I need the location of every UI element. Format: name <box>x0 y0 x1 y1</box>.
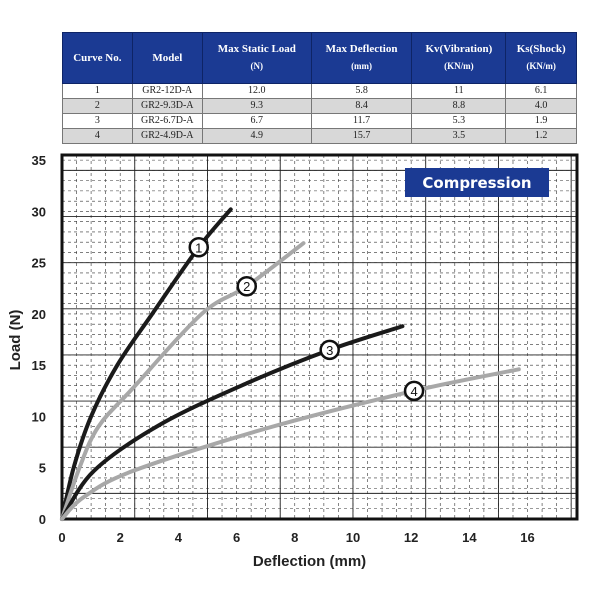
table-header-row: Curve No. Model Max Static Load (N) Max Defl… <box>62 32 577 84</box>
column-unit: (N) <box>250 61 264 71</box>
y-tick-label: 30 <box>32 204 46 219</box>
curve-1-label: 1 <box>195 240 202 255</box>
curve-2-marker <box>236 275 258 297</box>
spec-table: Curve No. Model Max Static Load (N) Max Defl… <box>62 32 577 144</box>
plot-frame <box>60 153 579 521</box>
table-row: 1 GR2-12D-A 12.0 5.8 11 6.1 <box>62 83 577 99</box>
table-cell: 4.9 <box>201 128 312 144</box>
x-tick-label: 2 <box>117 530 124 545</box>
y-tick-label: 25 <box>32 256 46 271</box>
column-header: Kv(Vibration) (KN/m) <box>411 32 507 84</box>
x-tick-label: 8 <box>291 530 298 545</box>
compression-badge-label: Compression <box>422 174 531 192</box>
x-tick-label: 6 <box>233 530 240 545</box>
column-header: Curve No. <box>62 32 133 84</box>
table-cell: 1.2 <box>505 128 577 144</box>
column-header: Max Deflection (mm) <box>310 32 413 84</box>
y-axis-label: Load (N) <box>7 310 24 371</box>
table-cell: 8.4 <box>310 98 413 114</box>
column-unit: (KN/m) <box>526 61 556 71</box>
compression-badge <box>405 168 549 197</box>
x-tick-label: 0 <box>58 530 65 545</box>
curve-4-label: 4 <box>410 384 417 399</box>
y-tick-label: 10 <box>32 409 46 424</box>
y-tick-label: 20 <box>32 307 46 322</box>
curve-3-marker <box>319 339 340 361</box>
table-cell: 9.3 <box>201 98 312 114</box>
table-cell: 4 <box>62 128 133 144</box>
x-tick-label: 4 <box>175 530 183 545</box>
column-header: Ks(Shock) (KN/m) <box>505 32 577 84</box>
table-cell: 15.7 <box>310 128 413 144</box>
table-cell: 3.5 <box>411 128 507 144</box>
column-unit: (KN/m) <box>444 61 474 71</box>
column-title: Model <box>152 51 183 64</box>
column-title: Curve No. <box>73 51 122 64</box>
column-title: Kv(Vibration) <box>425 43 493 55</box>
column-title: Max Static Load <box>217 43 296 55</box>
table-row: 4 GR2-4.9D-A 4.9 15.7 3.5 1.2 <box>62 128 577 144</box>
curve-3-label: 3 <box>326 343 333 358</box>
column-title: Max Deflection <box>325 43 398 55</box>
curve-4 <box>60 367 521 521</box>
y-tick-label: 35 <box>32 153 46 168</box>
column-title: Ks(Shock) <box>516 43 566 55</box>
curve-4-marker <box>403 380 425 402</box>
y-tick-label: 15 <box>32 358 46 373</box>
plot-area <box>62 155 577 519</box>
x-tick-label: 10 <box>346 530 360 545</box>
table-cell: GR2-4.9D-A <box>131 128 203 144</box>
column-unit: (mm) <box>351 61 373 71</box>
x-tick-label: 14 <box>462 530 477 545</box>
x-tick-label: 12 <box>404 530 418 545</box>
table-row: 2 GR2-9.3D-A 9.3 8.4 8.8 4.0 <box>62 98 577 114</box>
x-axis-label: Deflection (mm) <box>253 553 366 570</box>
column-header: Model <box>131 32 203 84</box>
curve-1-marker <box>188 237 210 258</box>
curve-2-label: 2 <box>243 279 250 294</box>
y-tick-label: 5 <box>39 461 46 476</box>
x-tick-label: 16 <box>520 530 534 545</box>
y-tick-label: 0 <box>39 512 46 527</box>
